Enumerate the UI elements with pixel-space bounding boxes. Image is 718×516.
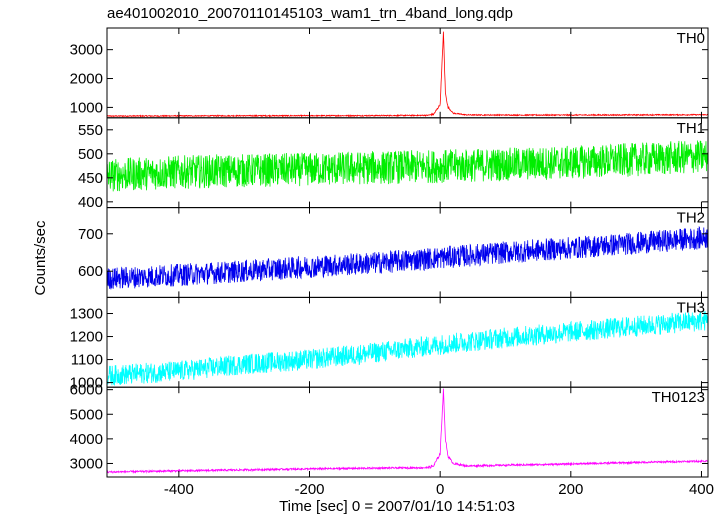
x-tick-label: 200 xyxy=(558,481,583,498)
panel-label: TH0123 xyxy=(652,389,705,406)
y-tick-label: 500 xyxy=(78,146,103,163)
y-tick-label: 1000 xyxy=(70,375,103,392)
panel-frame xyxy=(106,27,709,119)
y-tick-label: 550 xyxy=(78,122,103,139)
x-tick-label: 0 xyxy=(436,481,444,498)
chart-title: ae401002010_20070110145103_wam1_trn_4ban… xyxy=(107,5,513,22)
y-tick-label: 3000 xyxy=(70,455,103,472)
panel-th1: 400 450 500 550 TH1 xyxy=(78,117,709,211)
panel-label: TH0 xyxy=(677,30,705,47)
series-line-th2 xyxy=(107,225,708,290)
y-tick-label: 700 xyxy=(78,226,103,243)
series-line-th1 xyxy=(107,140,708,192)
y-tick-label: 1200 xyxy=(70,329,103,346)
series-line-th0123 xyxy=(107,388,708,474)
x-tick-label: -400 xyxy=(164,481,194,498)
y-tick-label: 3000 xyxy=(70,42,103,59)
y-tick-label: 400 xyxy=(78,194,103,211)
panel-th2: 600 700 TH2 xyxy=(78,207,709,298)
series-line-th0 xyxy=(107,31,708,118)
y-tick-label: 1000 xyxy=(70,99,103,116)
panel-th3: 1000 1100 1200 1300 TH3 xyxy=(70,296,709,392)
panel-label: TH2 xyxy=(677,210,705,227)
x-tick-label: 400 xyxy=(689,481,714,498)
y-axis-label: Counts/sec xyxy=(32,220,49,296)
y-tick-label: 6000 xyxy=(70,382,103,399)
y-tick-label: 1100 xyxy=(71,352,103,369)
y-tick-label: 2000 xyxy=(70,71,103,88)
y-tick-label: 1300 xyxy=(70,306,103,323)
panel-th0123: 3000 4000 5000 6000 TH0123 xyxy=(70,382,709,478)
panel-th0: 1000 2000 3000 TH0 xyxy=(70,27,709,119)
x-axis-label: Time [sec] 0 = 2007/01/10 14:51:03 xyxy=(279,498,515,515)
series-line-th3 xyxy=(107,311,708,386)
y-tick-label: 600 xyxy=(78,263,103,280)
y-tick-label: 450 xyxy=(78,170,103,187)
y-tick-label: 5000 xyxy=(70,406,103,423)
x-tick-label: -200 xyxy=(294,481,324,498)
panel-frame xyxy=(106,386,709,478)
x-axis: -400 -200 0 200 400 xyxy=(164,481,714,498)
panel-label: TH3 xyxy=(677,299,705,316)
y-tick-label: 4000 xyxy=(70,431,103,448)
panel-label: TH1 xyxy=(677,120,705,137)
